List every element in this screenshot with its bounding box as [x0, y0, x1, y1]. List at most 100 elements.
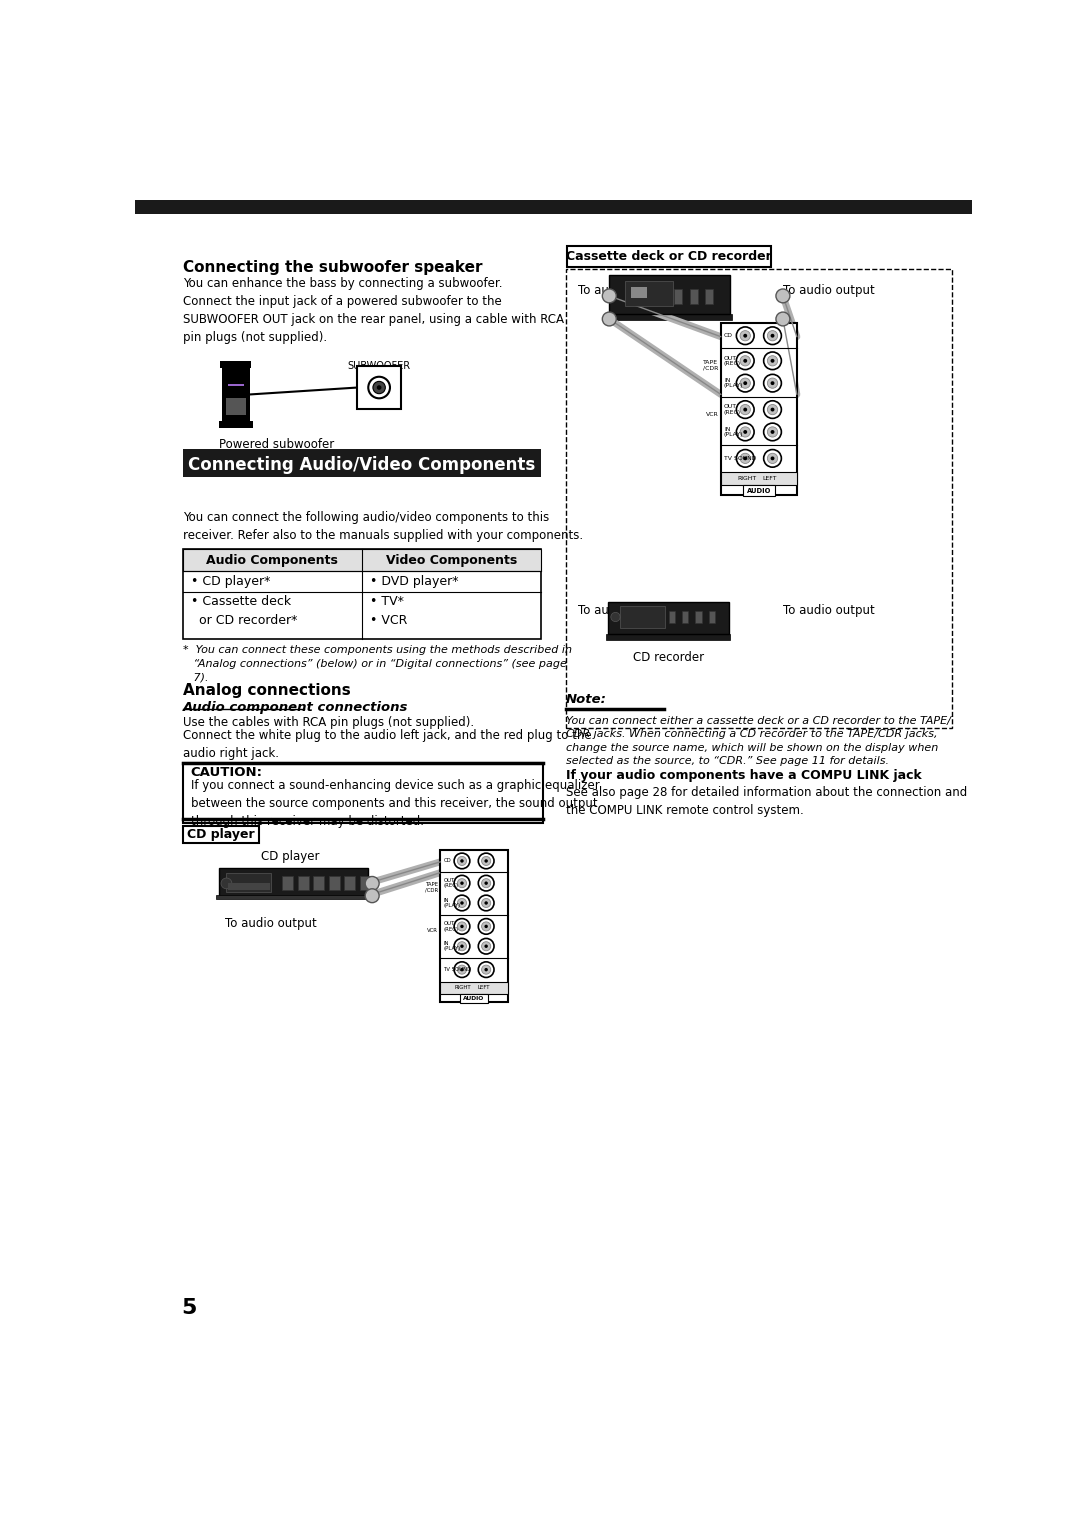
Circle shape	[737, 401, 754, 419]
Bar	[183, 549, 541, 570]
Circle shape	[770, 381, 774, 385]
Circle shape	[737, 450, 754, 468]
Text: Cassette deck or CD recorder: Cassette deck or CD recorder	[566, 251, 772, 263]
Text: IN
(PLAY): IN (PLAY)	[724, 378, 743, 388]
Circle shape	[478, 853, 494, 868]
Bar	[606, 635, 730, 641]
Circle shape	[460, 881, 463, 885]
Text: TAPE
/CDR: TAPE /CDR	[424, 882, 438, 893]
Bar	[674, 289, 683, 304]
Circle shape	[458, 879, 467, 888]
Circle shape	[740, 330, 751, 341]
Circle shape	[611, 613, 620, 622]
Circle shape	[454, 853, 470, 868]
Bar	[566, 269, 951, 728]
Text: RIGHT: RIGHT	[737, 476, 756, 482]
Circle shape	[458, 965, 467, 974]
Text: IN
(PLAY): IN (PLAY)	[444, 898, 460, 908]
Bar	[743, 486, 774, 497]
Circle shape	[743, 359, 747, 362]
Bar	[460, 994, 488, 1003]
Circle shape	[768, 405, 778, 414]
Text: Audio component connections: Audio component connections	[183, 700, 408, 714]
Text: To audio input: To audio input	[578, 284, 662, 297]
Text: VCR: VCR	[706, 411, 718, 417]
Circle shape	[768, 427, 778, 437]
Text: Powered subwoofer: Powered subwoofer	[218, 439, 334, 451]
Text: • CD player*: • CD player*	[191, 575, 270, 589]
Text: Connect the white plug to the audio left jack, and the red plug to the
audio rig: Connect the white plug to the audio left…	[183, 729, 592, 760]
Circle shape	[365, 888, 379, 902]
Circle shape	[768, 356, 778, 365]
Circle shape	[373, 381, 386, 393]
Bar	[360, 876, 370, 890]
Circle shape	[770, 457, 774, 460]
Text: CD: CD	[444, 858, 451, 864]
Circle shape	[460, 925, 463, 928]
Bar	[228, 384, 243, 385]
Circle shape	[482, 922, 490, 931]
Bar	[357, 365, 401, 410]
Circle shape	[743, 381, 747, 385]
Circle shape	[482, 879, 490, 888]
Text: IN
(PLAY): IN (PLAY)	[444, 940, 460, 951]
Text: AUDIO: AUDIO	[746, 488, 771, 494]
Bar	[708, 610, 715, 624]
Text: • DVD player*: • DVD player*	[369, 575, 458, 589]
Bar	[567, 246, 770, 268]
Text: Use the cables with RCA pin plugs (not supplied).: Use the cables with RCA pin plugs (not s…	[183, 716, 474, 728]
Circle shape	[603, 312, 617, 326]
Bar	[441, 982, 508, 994]
Circle shape	[764, 352, 782, 370]
Circle shape	[458, 856, 467, 865]
Circle shape	[768, 330, 778, 341]
Circle shape	[460, 945, 463, 948]
Circle shape	[764, 375, 782, 391]
Bar	[221, 365, 249, 422]
Text: OUT
(REC): OUT (REC)	[444, 878, 458, 888]
Circle shape	[485, 859, 488, 862]
Circle shape	[454, 876, 470, 891]
Bar	[220, 361, 252, 367]
Circle shape	[365, 876, 379, 890]
Text: TV SOUND: TV SOUND	[444, 968, 472, 972]
Circle shape	[460, 859, 463, 862]
Bar	[705, 289, 713, 304]
Circle shape	[482, 942, 490, 951]
Circle shape	[770, 333, 774, 338]
Bar	[218, 868, 367, 898]
Bar	[183, 763, 542, 823]
Circle shape	[377, 385, 381, 390]
Text: CD player: CD player	[260, 850, 320, 864]
Bar	[135, 200, 972, 214]
Circle shape	[482, 899, 490, 908]
Circle shape	[764, 327, 782, 344]
Circle shape	[775, 312, 789, 326]
Text: You can connect the following audio/video components to this
receiver. Refer als: You can connect the following audio/vide…	[183, 511, 583, 541]
Bar	[608, 313, 732, 320]
Circle shape	[454, 894, 470, 911]
Text: LEFT: LEFT	[477, 985, 490, 991]
Bar	[690, 289, 698, 304]
Circle shape	[737, 352, 754, 370]
Text: SUBWOOFER
OUT: SUBWOOFER OUT	[348, 361, 410, 384]
Circle shape	[740, 427, 751, 437]
Bar	[609, 275, 730, 313]
Circle shape	[737, 424, 754, 440]
Circle shape	[764, 401, 782, 419]
Bar	[313, 876, 324, 890]
Circle shape	[764, 424, 782, 440]
Circle shape	[460, 968, 463, 971]
Text: CD player: CD player	[187, 829, 255, 841]
Text: AUDIO: AUDIO	[463, 995, 485, 1001]
Text: LEFT: LEFT	[762, 476, 777, 482]
Circle shape	[737, 375, 754, 391]
Circle shape	[764, 450, 782, 468]
Text: To audio output: To audio output	[225, 917, 316, 930]
Circle shape	[740, 453, 751, 463]
Circle shape	[775, 289, 789, 303]
Text: CD: CD	[724, 333, 733, 338]
Circle shape	[485, 968, 488, 971]
Text: If your audio components have a COMPU LINK jack: If your audio components have a COMPU LI…	[566, 769, 921, 783]
Circle shape	[743, 457, 747, 460]
